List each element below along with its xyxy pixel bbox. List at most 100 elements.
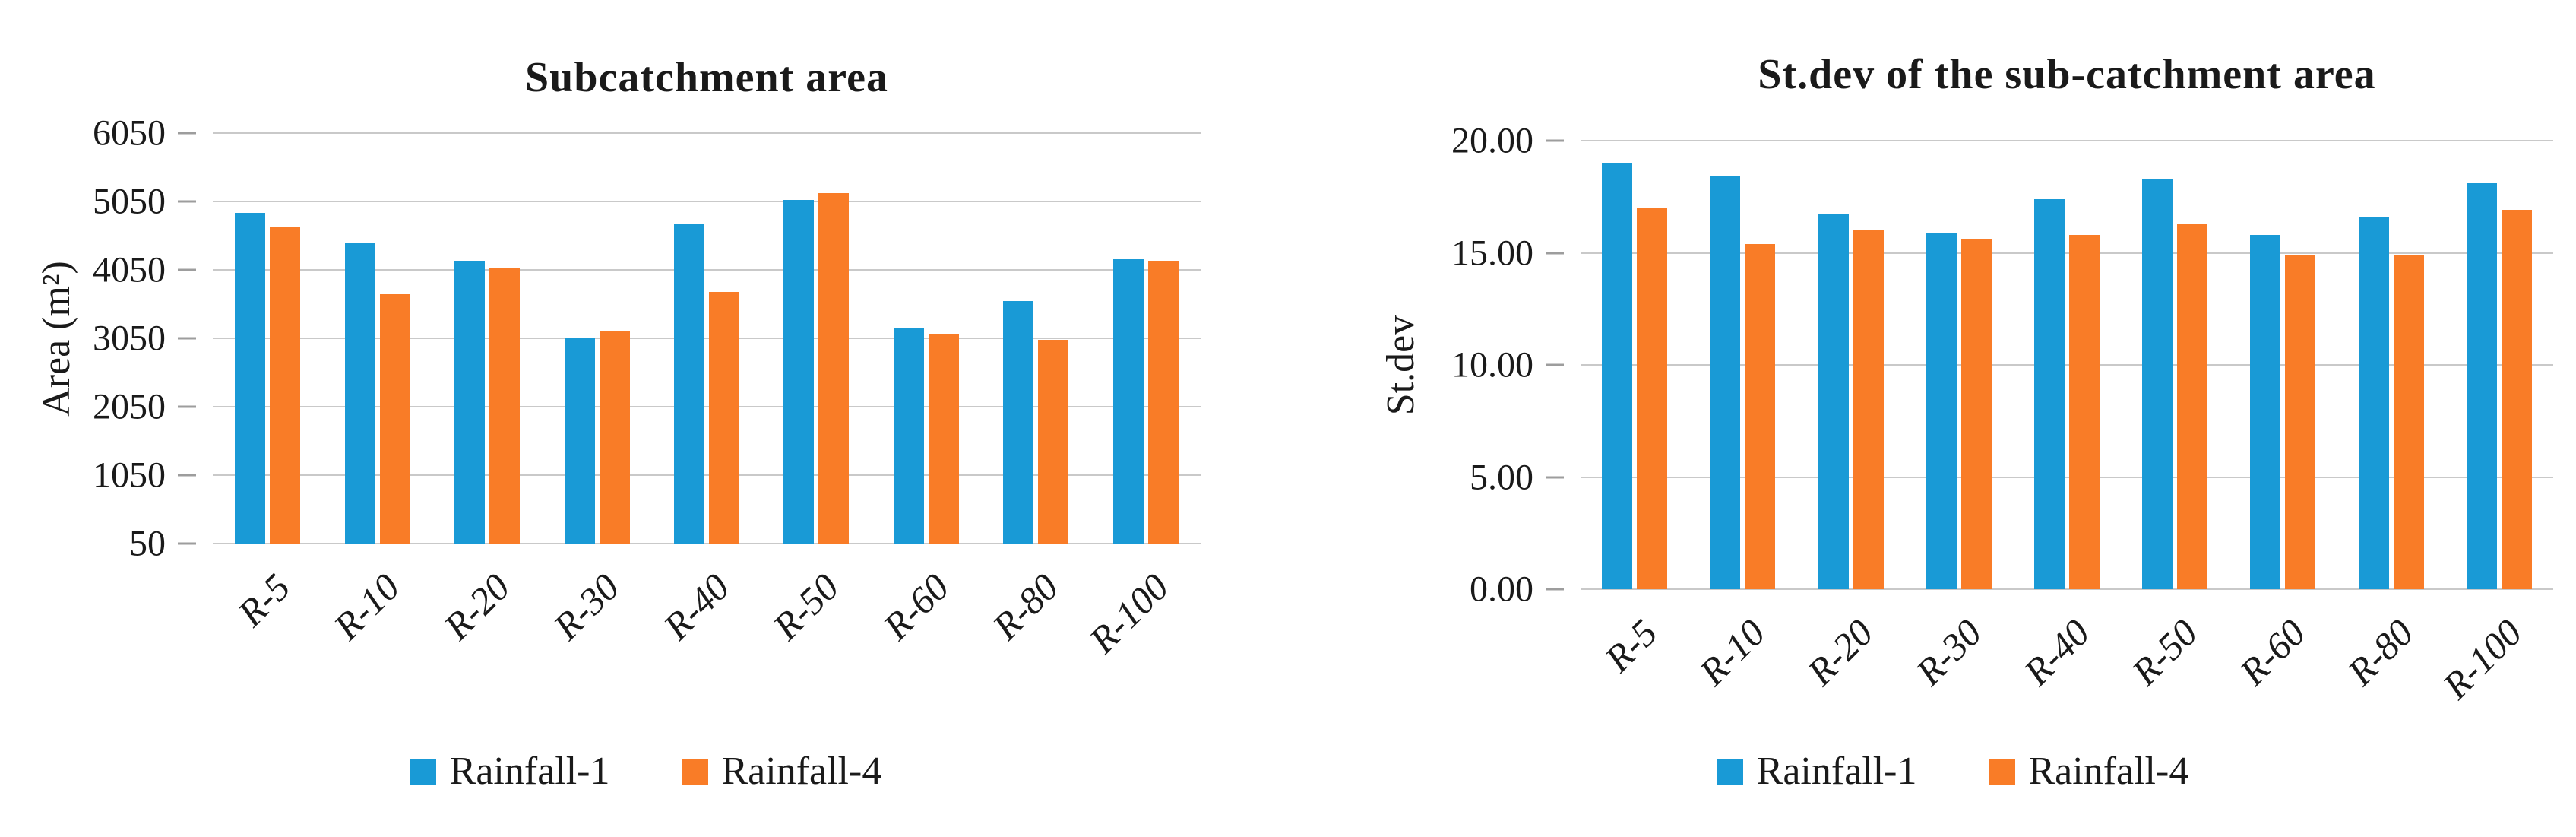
bar-rainfall-1-r-30 bbox=[564, 338, 595, 544]
bar-group-r-20 bbox=[1796, 141, 1904, 589]
y-tick-0.00: 0.00 bbox=[1470, 569, 1564, 610]
gridline bbox=[1581, 140, 2553, 141]
x-label-r-20: R-20 bbox=[1796, 598, 1904, 758]
x-label-r-40: R-40 bbox=[2013, 598, 2121, 758]
gridline bbox=[213, 201, 1201, 202]
bar-rainfall-1-r-5 bbox=[235, 213, 266, 544]
bar-group-r-50 bbox=[761, 133, 871, 544]
gridline bbox=[1581, 588, 2553, 590]
legend: Rainfall-1 Rainfall-4 bbox=[15, 749, 1277, 794]
x-label-text: R-20 bbox=[1799, 610, 1881, 694]
legend: Rainfall-1 Rainfall-4 bbox=[1330, 749, 2576, 794]
bar-rainfall-4-r-20 bbox=[489, 268, 521, 544]
gridline bbox=[213, 269, 1201, 271]
y-tick-1050: 1050 bbox=[93, 455, 196, 496]
bar-group-r-5 bbox=[1581, 141, 1688, 589]
bar-rainfall-1-r-80 bbox=[2358, 217, 2389, 589]
x-label-text: R-40 bbox=[2014, 610, 2098, 694]
bar-group-r-60 bbox=[2229, 141, 2337, 589]
x-label-r-60: R-60 bbox=[2229, 598, 2337, 758]
bar-group-r-100 bbox=[1091, 133, 1201, 544]
bar-groups bbox=[213, 133, 1201, 544]
bar-rainfall-4-r-50 bbox=[818, 193, 850, 544]
x-label-r-10: R-10 bbox=[322, 553, 432, 735]
bar-rainfall-4-r-60 bbox=[928, 334, 959, 544]
bar-rainfall-4-r-60 bbox=[2285, 255, 2316, 589]
x-axis-labels: R-5 R-10 R-20 R-30 R-40 R-50 R-60 R-80 R-100 bbox=[1581, 598, 2553, 758]
plot-area bbox=[213, 132, 1201, 544]
tick-mark bbox=[178, 474, 196, 477]
bar-rainfall-4-r-40 bbox=[708, 291, 739, 544]
tick-mark bbox=[1546, 363, 1564, 366]
x-label-text: R-10 bbox=[1691, 610, 1774, 694]
chart-title: St.dev of the sub-catchment area bbox=[1758, 51, 2376, 99]
gridline bbox=[213, 474, 1201, 476]
y-tick-label: 0.00 bbox=[1470, 569, 1533, 610]
x-label-text: R-5 bbox=[229, 565, 299, 635]
gridline bbox=[1581, 476, 2553, 478]
bar-rainfall-1-r-20 bbox=[454, 261, 486, 544]
bar-rainfall-1-r-100 bbox=[1112, 258, 1144, 544]
x-label-r-80: R-80 bbox=[981, 553, 1090, 735]
x-label-text: R-50 bbox=[764, 565, 847, 648]
x-label-text: R-30 bbox=[1907, 610, 1990, 694]
y-tick-label: 20.00 bbox=[1451, 120, 1533, 161]
legend-swatch-rainfall-1 bbox=[410, 758, 436, 785]
gridline bbox=[213, 132, 1201, 134]
y-tick-label: 15.00 bbox=[1451, 233, 1533, 273]
chart-title: Subcatchment area bbox=[525, 54, 888, 102]
y-tick-6050: 6050 bbox=[93, 113, 196, 154]
x-label-r-50: R-50 bbox=[2121, 598, 2229, 758]
x-label-r-80: R-80 bbox=[2337, 598, 2445, 758]
bar-group-r-10 bbox=[1688, 141, 1796, 589]
y-tick-15.00: 15.00 bbox=[1451, 232, 1564, 274]
chart-subcatchment-area: Subcatchment area Area (m²) 6050 5050 4050… bbox=[15, 0, 1277, 837]
bar-group-r-50 bbox=[2121, 141, 2229, 589]
legend-label-rainfall-1: Rainfall-1 bbox=[449, 750, 610, 793]
bar-group-r-80 bbox=[981, 133, 1090, 544]
bar-rainfall-4-r-20 bbox=[1853, 230, 1884, 589]
x-label-r-20: R-20 bbox=[432, 553, 542, 735]
x-label-text: R-10 bbox=[325, 565, 408, 648]
bar-rainfall-1-r-60 bbox=[893, 328, 924, 544]
bar-group-r-30 bbox=[542, 133, 651, 544]
tick-mark bbox=[178, 337, 196, 340]
bar-rainfall-1-r-20 bbox=[1818, 214, 1849, 589]
x-label-text: R-5 bbox=[1596, 610, 1666, 680]
y-tick-3050: 3050 bbox=[93, 318, 196, 360]
bar-rainfall-1-r-10 bbox=[1710, 176, 1741, 589]
x-label-text: R-80 bbox=[984, 565, 1067, 648]
y-tick-label: 6050 bbox=[93, 113, 166, 154]
tick-mark bbox=[1546, 588, 1564, 591]
bar-rainfall-4-r-40 bbox=[2068, 234, 2100, 589]
bar-rainfall-1-r-50 bbox=[783, 200, 815, 544]
x-label-r-40: R-40 bbox=[652, 553, 761, 735]
bar-group-r-20 bbox=[432, 133, 542, 544]
bar-rainfall-1-r-80 bbox=[1003, 301, 1034, 544]
x-label-r-10: R-10 bbox=[1688, 598, 1796, 758]
bar-group-r-10 bbox=[322, 133, 432, 544]
legend-swatch-rainfall-4 bbox=[682, 758, 708, 785]
bar-rainfall-1-r-40 bbox=[673, 224, 704, 544]
y-tick-label: 2050 bbox=[93, 386, 166, 427]
y-tick-5050: 5050 bbox=[93, 181, 196, 223]
tick-mark bbox=[178, 132, 196, 135]
bar-rainfall-1-r-30 bbox=[1926, 232, 1957, 589]
y-tick-label: 10.00 bbox=[1451, 344, 1533, 385]
bar-rainfall-4-r-50 bbox=[2177, 224, 2208, 589]
x-axis-labels: R-5 R-10 R-20 R-30 R-40 R-50 R-60 R-80 R-100 bbox=[213, 553, 1201, 735]
legend-item-rainfall-1: Rainfall-1 bbox=[410, 749, 610, 794]
tick-mark bbox=[178, 268, 196, 271]
bar-rainfall-1-r-10 bbox=[344, 243, 375, 544]
y-tick-4050: 4050 bbox=[93, 249, 196, 291]
legend-label-rainfall-1: Rainfall-1 bbox=[1756, 750, 1917, 793]
legend-label-rainfall-4: Rainfall-4 bbox=[2028, 750, 2189, 793]
bar-rainfall-4-r-5 bbox=[270, 227, 301, 544]
tick-mark bbox=[178, 405, 196, 408]
y-tick-50: 50 bbox=[129, 523, 196, 565]
y-axis-ticks: 6050 5050 4050 3050 2050 1050 50 bbox=[15, 113, 196, 564]
x-label-r-5: R-5 bbox=[213, 553, 322, 735]
y-axis-ticks: 20.00 15.00 10.00 5.00 0.00 bbox=[1330, 121, 1564, 610]
bar-group-r-60 bbox=[872, 133, 981, 544]
tick-mark bbox=[1546, 139, 1564, 142]
